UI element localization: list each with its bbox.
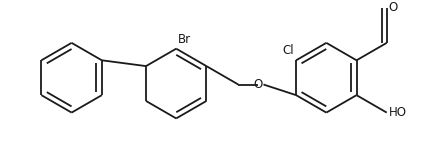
Text: Cl: Cl	[282, 44, 294, 57]
Text: O: O	[388, 2, 397, 15]
Text: Br: Br	[178, 33, 191, 46]
Text: O: O	[253, 78, 262, 91]
Text: HO: HO	[388, 106, 406, 119]
